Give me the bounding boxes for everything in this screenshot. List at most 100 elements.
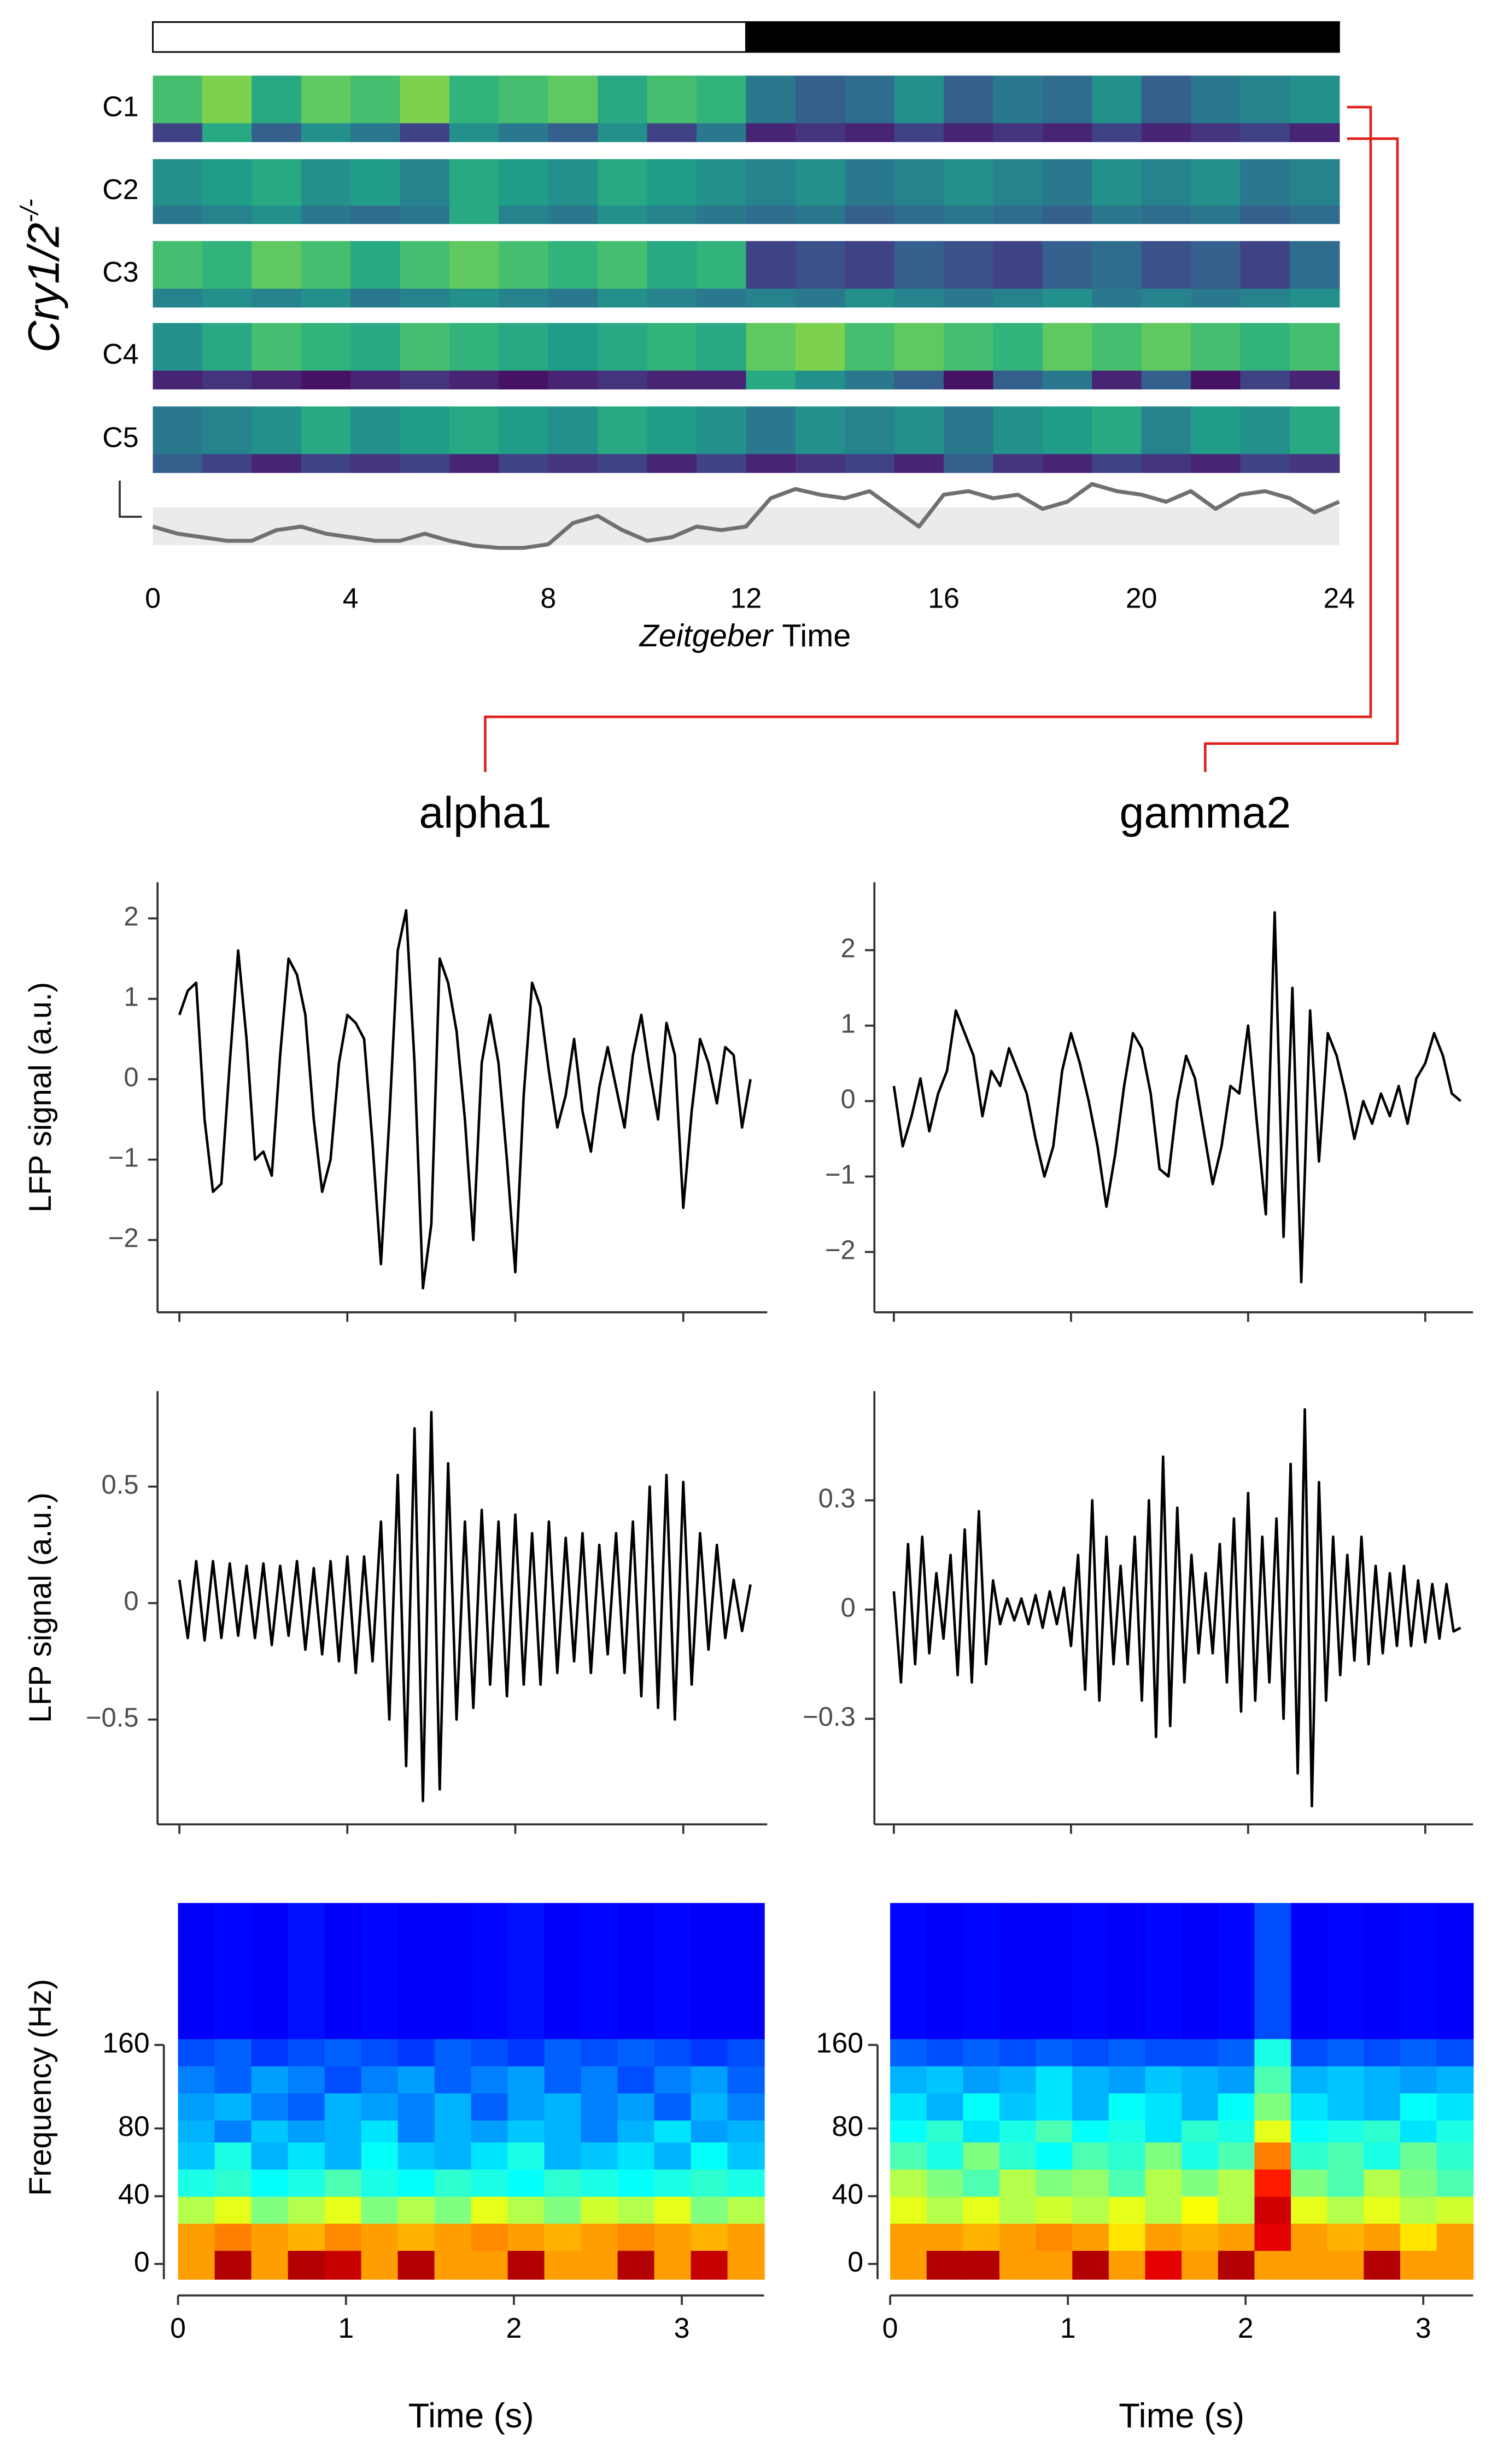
y-tick-label: −1 (825, 1160, 856, 1189)
spectrogram-cell (507, 2142, 545, 2170)
spectrogram-cell (1145, 2039, 1183, 2066)
spectrogram-cell (361, 2169, 399, 2197)
spectrogram-cell (963, 2120, 1001, 2142)
spectrogram-cell (1436, 2039, 1474, 2066)
raster-cell (1092, 406, 1142, 455)
spectrogram-cell (890, 2223, 927, 2251)
spectrogram-cell (471, 2120, 508, 2142)
spectrogram-cell (654, 2223, 692, 2251)
spectrogram-cell (214, 2169, 252, 2197)
spectrogram-cell (434, 1903, 472, 2040)
spectrogram-cell (691, 2250, 728, 2280)
spectrogram-cell (1036, 2223, 1073, 2251)
spectrogram-cell (1436, 2065, 1474, 2094)
raster-cell (1240, 206, 1291, 224)
raster-cell (1141, 454, 1192, 473)
spectrogram-cell (1036, 2169, 1073, 2197)
spectrogram-cell (214, 2065, 252, 2094)
spectrogram-cell (1436, 2223, 1474, 2251)
raster-cell (697, 288, 747, 308)
spectrogram-cell (654, 2065, 692, 2094)
spectrogram-cell (288, 1903, 325, 2040)
raster-cell (894, 370, 945, 390)
spectrogram-cell (1327, 2223, 1365, 2251)
raster-cell (795, 406, 846, 455)
raster-cell (1092, 75, 1142, 124)
spectrogram-cell (654, 2250, 692, 2280)
spectrogram-cell (1327, 2093, 1365, 2121)
signal-line (178, 1411, 752, 1803)
raster-cell (746, 123, 796, 142)
spectrogram-cell (1218, 2065, 1255, 2094)
raster-cell (1042, 206, 1093, 224)
raster-cell (845, 159, 895, 206)
raster-cell (1240, 454, 1291, 473)
raster-cell (1191, 241, 1241, 289)
spectrogram-cell (581, 2120, 618, 2142)
x-tick-label: 0 (145, 582, 161, 614)
spectrogram-cell (654, 2039, 692, 2066)
spectrogram-cell (471, 2223, 508, 2251)
raster-cell (1289, 288, 1340, 308)
raster-cell (350, 123, 401, 142)
spectrogram-cell (288, 2039, 325, 2066)
spectrogram-cell (1218, 2142, 1255, 2170)
spectrogram-cell (1254, 2065, 1292, 2094)
spectrogram-cell (1072, 2065, 1110, 2094)
spectrogram-cell (617, 1903, 655, 2040)
raster-cell (944, 454, 994, 473)
spectrogram-cell (214, 1903, 252, 2040)
spectrogram-cell (178, 2142, 215, 2170)
y-tick-label: 2 (840, 934, 855, 964)
raster-cell (746, 206, 796, 224)
spectrogram-cell (727, 2142, 765, 2170)
spectrogram-cell (890, 2065, 927, 2094)
spectrogram-cell (544, 2250, 582, 2280)
y-tick-label: 80 (832, 2110, 863, 2142)
spectrogram-cell (324, 2120, 362, 2142)
spectrogram-cell (727, 2196, 765, 2224)
spectrogram-cell (1145, 2120, 1183, 2142)
spectrogram-cell (1108, 2065, 1146, 2094)
spectrogram-cell (691, 1903, 728, 2040)
xlabel-main: Time (782, 618, 851, 653)
spectrogram-cell (727, 2250, 765, 2280)
x-tick-label: 24 (1323, 582, 1355, 614)
raster-cell (1191, 406, 1241, 455)
raster-cell (153, 206, 203, 224)
spectrogram-cell (727, 2223, 765, 2251)
spectrogram-cell (1218, 2120, 1255, 2142)
spectrogram-cell (890, 2120, 927, 2142)
spectrogram-cell (727, 2065, 765, 2094)
spectrogram-cell (288, 2142, 325, 2170)
spectrogram-cell (890, 2039, 927, 2066)
raster-cell (350, 323, 401, 371)
spectrogram-cell (1182, 2250, 1219, 2280)
spectrogram-cell (288, 2093, 325, 2121)
spectrogram-cell (434, 2093, 472, 2121)
spectrogram-cell (727, 2120, 765, 2142)
spectrogram-cell (471, 2142, 508, 2170)
raster-cell (894, 123, 945, 142)
raster-cell (894, 288, 945, 308)
raster-cell (894, 406, 945, 455)
raster-cell (252, 454, 302, 473)
spectrogram-cell (999, 2065, 1037, 2094)
spectrogram-cell (1364, 2120, 1401, 2142)
spectrogram-cell (178, 2169, 215, 2197)
raster-cell (647, 370, 698, 390)
spectrogram-cell (214, 2223, 252, 2251)
raster-cell (449, 159, 500, 206)
spectrogram-cell (890, 2250, 927, 2280)
y-tick-label: 1 (124, 983, 138, 1012)
spectrogram-cell (361, 2065, 399, 2094)
spectrogram-cell (471, 2250, 508, 2280)
raster-cell (548, 75, 599, 124)
spectrogram-cell (1291, 2250, 1328, 2280)
spectrogram-cell (251, 2169, 289, 2197)
raster-cell (1092, 454, 1142, 473)
spectrogram-cell (1072, 2039, 1110, 2066)
spectrogram-cell (178, 1903, 215, 2040)
y-axis-label: Frequency (Hz) (23, 1979, 58, 2196)
signal-line (892, 1408, 1461, 1808)
